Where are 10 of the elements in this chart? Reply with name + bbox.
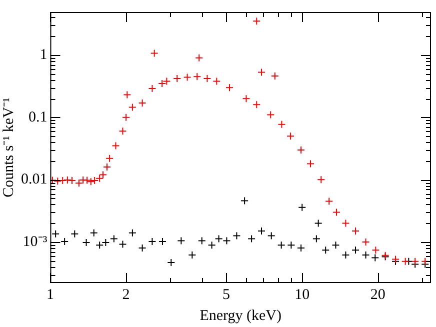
y-tick-label: 0.01 bbox=[21, 172, 48, 188]
y-tick-label: 10⁻³ bbox=[22, 234, 48, 250]
x-axis-title: Energy (keV) bbox=[200, 308, 282, 324]
x-tick-label: 5 bbox=[222, 286, 230, 303]
y-axis-title: Counts s⁻¹ keV⁻¹ bbox=[0, 98, 17, 198]
y-tick-label: 1 bbox=[40, 46, 48, 63]
x-tick-label: 2 bbox=[122, 286, 130, 303]
x-tick-label: 20 bbox=[370, 286, 386, 303]
y-tick-label: 0.1 bbox=[28, 109, 48, 126]
x-tick-label: 10 bbox=[294, 286, 310, 303]
